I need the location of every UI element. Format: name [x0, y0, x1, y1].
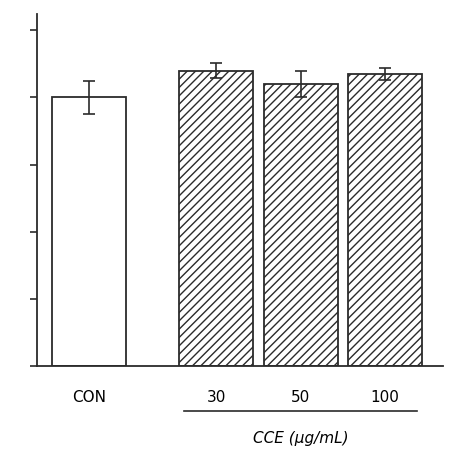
Text: 30: 30	[207, 390, 226, 405]
Text: CON: CON	[72, 390, 106, 405]
Bar	[179, 71, 253, 366]
Text: 50: 50	[291, 390, 310, 405]
Bar	[348, 74, 422, 366]
Bar	[264, 84, 338, 366]
Bar	[53, 97, 126, 366]
Text: CCE (μg/mL): CCE (μg/mL)	[253, 430, 349, 446]
Text: 100: 100	[371, 390, 399, 405]
